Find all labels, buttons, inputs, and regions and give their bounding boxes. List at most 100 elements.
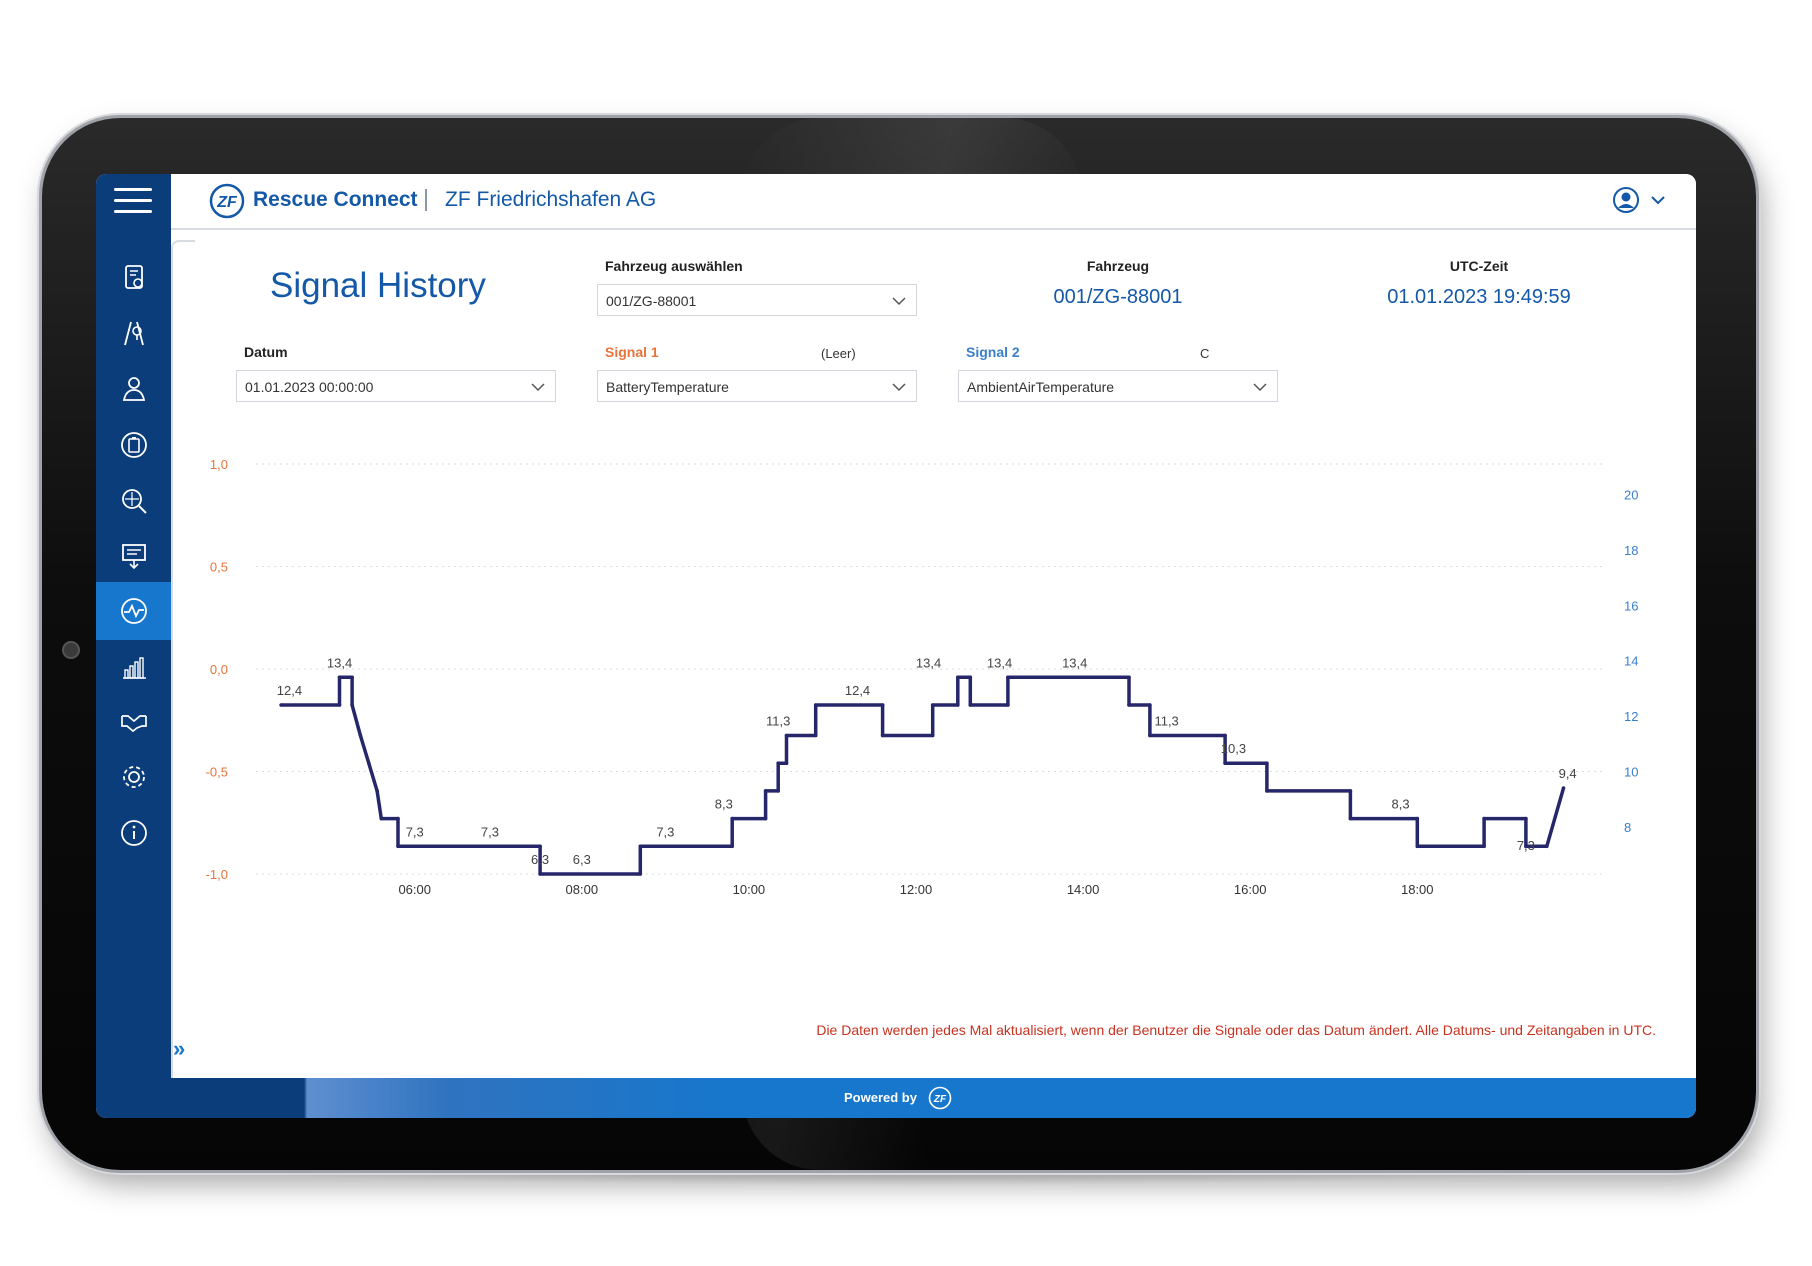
vehicle-select-value: 001/ZG-88001 [606, 293, 697, 309]
signal-history-chart: 1,0 0,5 0,0 -0,5 -1,0 20 18 16 14 12 10 8 06:00 08:00… [206, 457, 1639, 897]
sidebar-item-download-monitor[interactable] [96, 526, 171, 584]
date-select[interactable]: 01.01.2023 00:00:00 [236, 370, 556, 402]
company-name: ZF Friedrichshafen AG [445, 188, 657, 211]
series-point [1545, 844, 1549, 849]
signal1-select[interactable]: BatteryTemperature [597, 370, 917, 402]
utc-time-value: 01.01.2023 19:49:59 [1387, 286, 1571, 308]
expand-sidebar-icon[interactable]: » [173, 1036, 186, 1061]
y-right-tick-label: 14 [1624, 654, 1638, 669]
series-point [1127, 675, 1131, 680]
x-tick-label: 08:00 [566, 882, 599, 897]
header-divider [425, 189, 427, 211]
sidebar-item-settings-gear[interactable] [96, 748, 171, 806]
series-point [1482, 844, 1486, 849]
y-right-tick-label: 16 [1624, 598, 1638, 613]
series-point [1265, 761, 1269, 765]
series-point [968, 675, 973, 680]
series-point [1415, 844, 1420, 849]
driver-icon [122, 377, 145, 401]
sidebar-item-search-gear[interactable] [96, 472, 171, 530]
series-point [813, 703, 818, 707]
series-point [968, 703, 973, 707]
series-point [1524, 844, 1528, 849]
y-right-tick-label: 8 [1624, 820, 1631, 835]
sidebar-item-info[interactable] [96, 804, 171, 862]
series-point [1265, 789, 1269, 793]
data-label: 7,3 [1517, 838, 1535, 853]
series-point [880, 733, 885, 738]
series-point [784, 761, 789, 765]
series-point [784, 733, 789, 738]
chevron-down-icon [1253, 383, 1267, 392]
x-tick-label: 16:00 [1234, 882, 1267, 897]
y-left-tick-label: -0,5 [206, 765, 228, 780]
series-point [538, 844, 542, 849]
data-label: 7,3 [481, 824, 499, 839]
sidebar-item-driver[interactable] [96, 360, 171, 418]
series-point [1223, 761, 1227, 765]
sidebar [96, 174, 171, 1078]
battery-circle-icon [120, 432, 147, 458]
data-label: 7,3 [656, 824, 674, 839]
data-label: 11,3 [766, 713, 790, 728]
vehicle-info-label: Fahrzeug [1086, 258, 1150, 274]
download-monitor-icon [121, 544, 146, 570]
vehicle-select-label: Fahrzeug auswählen [605, 258, 743, 274]
series-point [730, 844, 734, 849]
date-select-value: 01.01.2023 00:00:00 [245, 379, 374, 395]
x-tick-label: 10:00 [733, 882, 766, 897]
series-point [367, 761, 371, 765]
y-left-tick-label: 0,5 [210, 560, 228, 575]
svg-text:ZF: ZF [216, 194, 238, 211]
volume-button [155, 114, 215, 120]
series-point [730, 816, 734, 821]
settings-gear-icon [122, 766, 145, 788]
series-point [1148, 703, 1152, 707]
series-point [1148, 733, 1152, 738]
volume-button [226, 114, 286, 120]
series-point [1482, 816, 1486, 821]
series-point [956, 703, 960, 707]
sidebar-item-route-map[interactable] [96, 248, 171, 306]
series-point [1348, 789, 1353, 793]
search-gear-icon [121, 489, 147, 514]
series-point [337, 703, 342, 707]
update-footnote: Die Daten werden jedes Mal aktualisiert,… [816, 1022, 1656, 1038]
series-point [956, 675, 960, 680]
zf-footer-logo: ZF [928, 1086, 952, 1110]
series-point [279, 703, 283, 707]
y-right-tick-label: 10 [1624, 765, 1638, 780]
chevron-down-icon [892, 383, 906, 392]
vehicle-select[interactable]: 001/ZG-88001 [597, 284, 917, 316]
sidebar-item-road-location[interactable] [96, 304, 171, 362]
bar-chart-icon [122, 657, 146, 679]
signal1-label: Signal 1 [605, 344, 659, 360]
data-label: 10,3 [1221, 741, 1246, 756]
series-point [638, 844, 643, 849]
series-point [930, 703, 935, 707]
series-point [1223, 733, 1227, 738]
sidebar-item-signal-history[interactable] [96, 582, 171, 640]
content-panel-edge [171, 240, 195, 1082]
y-right-tick-label: 12 [1624, 709, 1638, 724]
sidebar-item-battery-circle[interactable] [96, 416, 171, 474]
data-label: 13,4 [916, 655, 941, 670]
y-right-tick-label: 20 [1624, 487, 1638, 502]
series-point [396, 816, 400, 821]
series-point [1524, 816, 1528, 821]
series-point [1006, 703, 1010, 707]
app-footer: Powered by ZF [96, 1078, 1696, 1118]
data-label: 12,4 [845, 683, 870, 698]
signal1-unit: (Leer) [821, 346, 856, 361]
series-point [538, 872, 542, 876]
sidebar-item-handshake[interactable] [96, 692, 171, 750]
sidebar-item-bar-chart[interactable] [96, 638, 171, 696]
series-point [350, 675, 354, 680]
series-point [1348, 816, 1353, 821]
signal2-select[interactable]: AmbientAirTemperature [958, 370, 1278, 402]
user-menu[interactable] [1612, 186, 1666, 214]
menu-icon[interactable] [114, 186, 152, 216]
vehicle-info-value: 001/ZG-88001 [1053, 286, 1183, 308]
camera [62, 641, 80, 659]
utc-time-label: UTC-Zeit [1449, 258, 1509, 274]
